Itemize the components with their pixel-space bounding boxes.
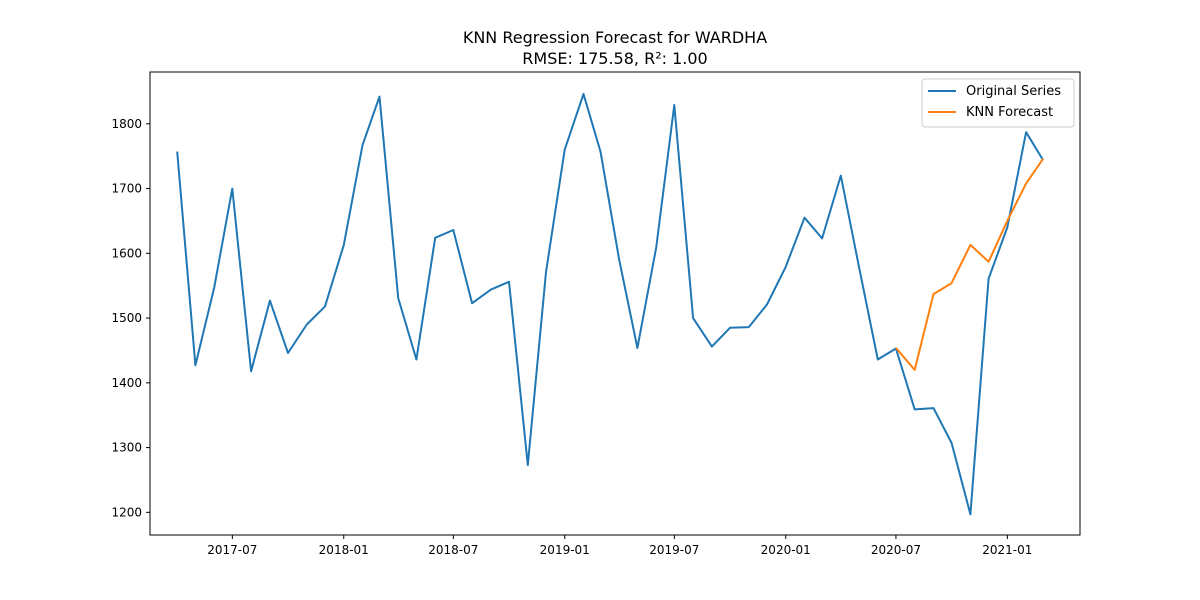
plot-frame	[149, 71, 1081, 536]
y-tick-label: 1800	[111, 117, 142, 131]
x-tick-label: 2018-07	[428, 543, 478, 557]
y-tick-label: 1400	[111, 376, 142, 390]
series-line-knn-forecast	[895, 158, 1044, 371]
y-tick-label: 1700	[111, 182, 142, 196]
y-axis: 1200 1300 1400 1500 1600 1700 1800	[111, 117, 150, 519]
y-tick-label: 1600	[111, 246, 142, 260]
x-tick-label: 2021-01	[982, 543, 1032, 557]
y-tick-label: 1500	[111, 311, 142, 325]
x-tick-label: 2017-07	[207, 543, 257, 557]
x-tick-label: 2018-01	[319, 543, 369, 557]
legend: Original Series KNN Forecast	[921, 78, 1075, 128]
x-tick-label: 2019-01	[540, 543, 590, 557]
chart-subtitle: RMSE: 175.58, R²: 1.00	[522, 49, 707, 68]
series-layer	[176, 93, 1044, 516]
legend-box	[921, 78, 1075, 128]
x-tick-label: 2019-07	[649, 543, 699, 557]
legend-label-knn-forecast: KNN Forecast	[966, 105, 1053, 120]
legend-label-original-series: Original Series	[966, 84, 1061, 99]
x-axis: 2017-07 2018-01 2018-07 2019-01 2019-07 2020-…	[207, 535, 1032, 557]
x-tick-label: 2020-07	[871, 543, 921, 557]
y-tick-label: 1300	[111, 441, 142, 455]
series-line-original-series	[176, 93, 1044, 516]
chart-title: KNN Regression Forecast for WARDHA	[463, 28, 767, 47]
x-tick-label: 2020-01	[761, 543, 811, 557]
y-tick-label: 1200	[111, 505, 142, 519]
